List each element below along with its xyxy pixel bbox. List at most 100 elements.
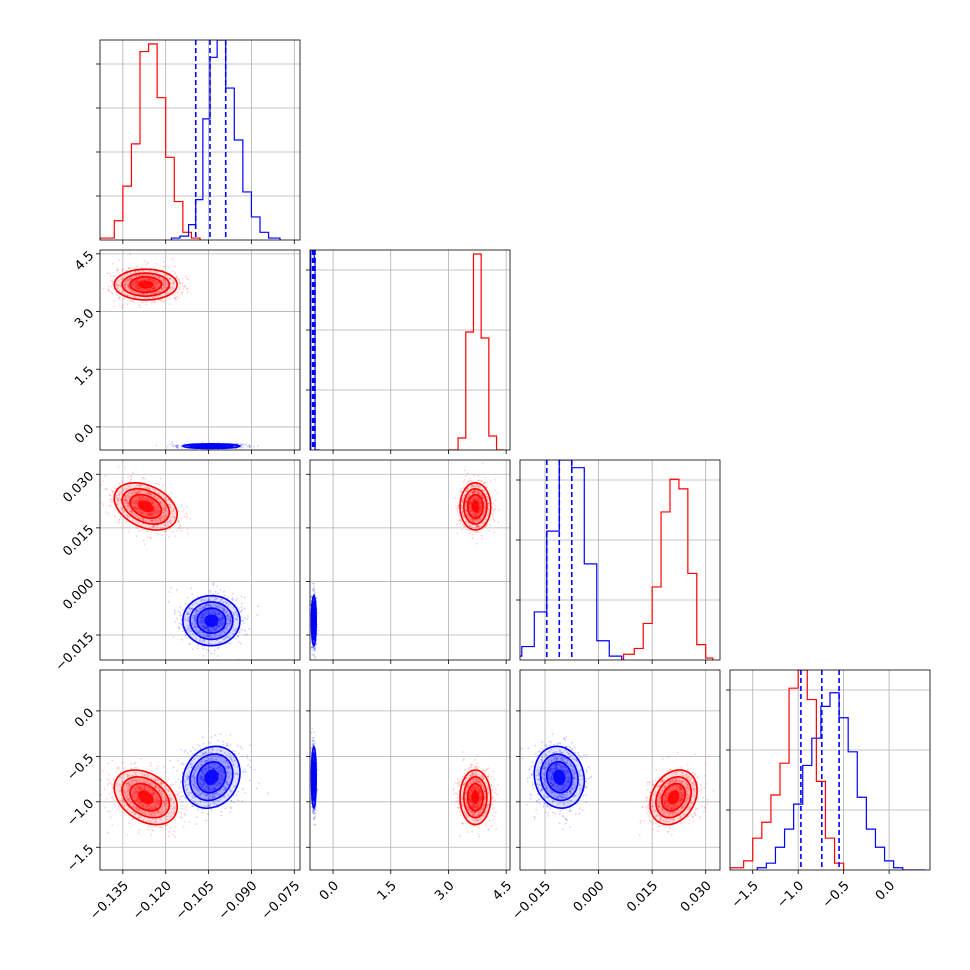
scatter-point xyxy=(480,503,483,506)
scatter-point xyxy=(193,614,196,617)
scatter-point xyxy=(474,519,476,522)
scatter-point xyxy=(221,622,224,625)
scatter-point xyxy=(162,301,165,304)
scatter-point xyxy=(475,514,478,517)
scatter-point xyxy=(219,635,221,638)
scatter-point xyxy=(144,274,147,277)
scatter-point xyxy=(225,626,228,629)
scatter-point xyxy=(256,614,259,617)
scatter-point xyxy=(246,445,249,448)
scatter-point xyxy=(479,501,481,504)
scatter-point xyxy=(126,514,128,517)
scatter-point xyxy=(119,304,121,307)
scatter-point xyxy=(217,623,220,626)
scatter-point xyxy=(128,515,131,518)
scatter-point xyxy=(159,510,161,513)
scatter-point xyxy=(240,606,243,608)
scatter-point xyxy=(470,501,473,503)
scatter-point xyxy=(148,514,151,516)
scatter-point xyxy=(134,270,137,273)
scatter-point xyxy=(127,284,130,287)
scatter-point xyxy=(121,492,123,494)
contour-level-3-series-1 xyxy=(204,444,219,449)
scatter-point xyxy=(164,498,166,501)
scatter-point xyxy=(153,281,156,284)
scatter-point xyxy=(204,627,206,630)
scatter-point xyxy=(159,517,162,519)
scatter-point xyxy=(175,445,178,447)
scatter-point xyxy=(163,508,165,510)
scatter-point xyxy=(145,301,148,303)
scatter-point xyxy=(201,622,204,625)
scatter-point xyxy=(150,513,153,515)
scatter-point xyxy=(479,509,482,511)
scatter-point xyxy=(153,293,156,295)
scatter-point xyxy=(136,285,138,288)
scatter-point xyxy=(480,509,482,512)
scatter-point xyxy=(128,510,131,513)
scatter-point xyxy=(161,281,164,284)
scatter-point xyxy=(484,526,486,528)
scatter-point xyxy=(124,274,126,277)
scatter-point xyxy=(143,274,146,277)
scatter-point xyxy=(194,616,197,618)
scatter-point xyxy=(138,508,140,511)
scatter-point xyxy=(195,609,198,611)
scatter-point xyxy=(130,277,133,280)
scatter-point xyxy=(129,478,132,481)
scatter-point xyxy=(458,519,461,522)
scatter-point xyxy=(133,296,136,298)
scatter-point xyxy=(221,618,223,621)
scatter-point xyxy=(202,625,205,628)
scatter-point xyxy=(174,297,177,300)
scatter-point xyxy=(141,495,144,498)
scatter-point xyxy=(141,512,144,514)
scatter-point xyxy=(180,504,183,507)
scatter-point xyxy=(219,589,222,591)
scatter-point xyxy=(222,609,225,612)
scatter-point xyxy=(179,614,181,616)
scatter-point xyxy=(229,618,232,621)
scatter-point xyxy=(218,641,221,644)
scatter-point xyxy=(169,443,172,446)
scatter-point xyxy=(188,607,191,610)
scatter-point xyxy=(116,294,119,296)
scatter-point xyxy=(133,502,135,505)
scatter-point xyxy=(478,499,481,501)
scatter-point xyxy=(167,498,170,501)
scatter-point xyxy=(140,483,142,486)
scatter-point xyxy=(153,279,156,281)
scatter-point xyxy=(206,613,209,616)
scatter-point xyxy=(151,519,154,522)
scatter-point xyxy=(222,609,225,612)
scatter-point xyxy=(154,509,157,512)
scatter-point xyxy=(208,612,211,615)
scatter-point xyxy=(129,507,131,510)
scatter-point xyxy=(125,526,127,529)
scatter-point xyxy=(137,510,140,513)
scatter-point xyxy=(231,598,234,601)
scatter-point xyxy=(164,504,167,506)
scatter-point xyxy=(456,507,458,510)
scatter-point xyxy=(192,633,195,636)
scatter-point xyxy=(152,505,155,507)
scatter-point xyxy=(185,513,188,515)
scatter-point xyxy=(130,278,133,281)
scatter-point xyxy=(193,620,195,622)
scatter-point xyxy=(201,613,204,616)
scatter-point xyxy=(146,536,149,539)
scatter-point xyxy=(225,635,228,637)
scatter-point xyxy=(145,512,148,515)
scatter-point xyxy=(484,506,487,508)
scatter-point xyxy=(154,288,157,290)
scatter-point xyxy=(195,613,198,616)
scatter-point xyxy=(458,512,460,515)
scatter-point xyxy=(156,508,159,511)
scatter-point xyxy=(211,613,214,615)
scatter-point xyxy=(140,484,143,487)
scatter-point xyxy=(477,511,479,513)
scatter-point xyxy=(165,510,168,512)
scatter-point xyxy=(163,518,166,520)
scatter-point xyxy=(487,512,490,514)
